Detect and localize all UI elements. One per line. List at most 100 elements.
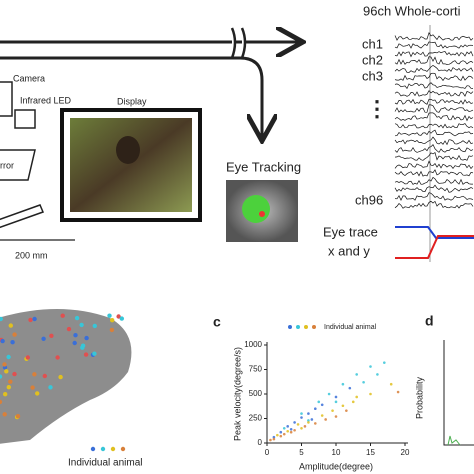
- point: [327, 392, 331, 396]
- trace: [394, 160, 474, 170]
- point: [272, 437, 276, 441]
- histogram: [447, 435, 461, 446]
- point: [307, 412, 310, 415]
- point: [314, 422, 317, 425]
- electrode: [2, 392, 8, 397]
- electrode: [66, 326, 72, 332]
- camera-label: Camera: [13, 73, 45, 83]
- electrode: [35, 391, 40, 396]
- electrode: [60, 313, 65, 318]
- eye-trace-label: Eye trace: [323, 224, 378, 239]
- point: [355, 373, 359, 376]
- point: [269, 438, 272, 442]
- trace: [394, 112, 474, 122]
- recording-title: 96ch Whole-corti: [363, 3, 461, 18]
- trace: [394, 64, 474, 73]
- eye-tracking-label: Eye Tracking: [226, 159, 301, 174]
- electrode: [83, 352, 89, 357]
- electrode: [107, 313, 112, 318]
- mirror: [0, 149, 36, 181]
- point: [331, 409, 334, 412]
- electrode: [2, 362, 7, 367]
- trace: [394, 98, 474, 105]
- electrodes: [0, 313, 125, 420]
- legend-label: Individual animal: [68, 458, 143, 469]
- point: [345, 409, 348, 412]
- electrode: [15, 414, 21, 419]
- electrode: [8, 323, 13, 328]
- electrode: [32, 316, 37, 322]
- electrode: [80, 345, 85, 350]
- trace: [394, 90, 474, 97]
- point: [320, 414, 324, 417]
- point: [282, 432, 286, 436]
- legend-dot: [90, 446, 96, 452]
- channel-label: ch1: [362, 36, 383, 51]
- point: [282, 427, 286, 430]
- point: [307, 421, 310, 424]
- point: [324, 418, 327, 421]
- x-axis-label: Amplitude(degree): [299, 461, 373, 471]
- mirror-label: rror: [0, 160, 14, 170]
- eye-trace-label: x and y: [328, 243, 370, 258]
- axis: [266, 342, 408, 444]
- electrode: [119, 316, 125, 321]
- point: [300, 427, 303, 430]
- point: [276, 433, 279, 437]
- point: [310, 418, 314, 421]
- electrode: [12, 332, 17, 337]
- point: [389, 382, 393, 386]
- electrode: [92, 351, 97, 356]
- neural-traces: [394, 31, 474, 209]
- trace: [394, 104, 474, 113]
- point: [314, 407, 317, 411]
- setup-diagram: [0, 25, 474, 262]
- ellipsis: ⋮: [366, 96, 388, 121]
- point: [334, 415, 338, 418]
- y-axis-label: Probability: [414, 376, 424, 419]
- break-mark: [230, 27, 247, 59]
- legend-dot: [312, 325, 316, 329]
- electrode: [0, 374, 3, 379]
- electrode: [8, 379, 13, 384]
- electrode: [28, 317, 33, 323]
- point: [286, 425, 290, 428]
- channel-label: ch2: [362, 52, 383, 67]
- trace: [394, 31, 474, 41]
- electrode: [116, 314, 121, 319]
- electrode: [74, 315, 80, 321]
- brain: [0, 309, 132, 444]
- y-axis-label: Peak velocity(degree/s): [232, 347, 242, 441]
- electrode: [48, 385, 53, 390]
- electrode: [79, 322, 84, 328]
- point: [341, 382, 345, 386]
- electrode: [55, 355, 60, 360]
- panel-letter: c: [213, 314, 221, 330]
- point: [307, 419, 310, 422]
- trace: [394, 56, 474, 65]
- point: [303, 425, 307, 428]
- y-tick-label: 250: [249, 414, 263, 423]
- x-tick-label: 20: [401, 448, 410, 457]
- point: [320, 403, 324, 407]
- trace: [394, 72, 474, 82]
- electrode: [0, 338, 5, 344]
- point: [348, 386, 352, 390]
- point: [317, 400, 321, 404]
- stand: [0, 204, 45, 229]
- channel-label: ch96: [355, 192, 383, 207]
- point: [279, 430, 283, 434]
- led-label: Infrared LED: [20, 95, 72, 105]
- y-tick-label: 1000: [244, 340, 262, 349]
- point: [334, 395, 338, 399]
- electrode: [25, 355, 30, 360]
- legend-dot: [100, 446, 106, 452]
- electrode: [49, 333, 54, 338]
- x-tick-label: 10: [332, 448, 341, 457]
- electrode: [0, 399, 3, 405]
- trace: [394, 152, 474, 161]
- pupil: [242, 195, 270, 223]
- point: [334, 400, 338, 404]
- display-image: [70, 118, 192, 212]
